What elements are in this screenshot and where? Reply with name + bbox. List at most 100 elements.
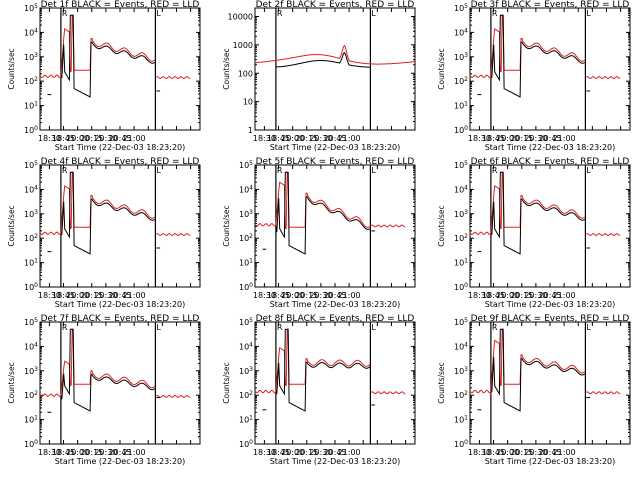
y-tick-label: 105 bbox=[239, 160, 253, 170]
x-tick-label: 20:30 bbox=[94, 134, 117, 143]
x-tick-label: 20:45 bbox=[323, 291, 346, 300]
x-tick-label: 20:00 bbox=[496, 291, 519, 300]
x-tick-label: 21:00 bbox=[553, 134, 576, 143]
y-tick-label: 104 bbox=[24, 184, 38, 194]
gap-marker-label: R bbox=[62, 9, 68, 18]
y-tick-label: 103 bbox=[24, 366, 38, 376]
x-tick-label: 20:30 bbox=[309, 134, 332, 143]
y-tick-label: 100 bbox=[454, 125, 468, 135]
events-series-line bbox=[61, 171, 156, 255]
x-tick-label: 20:30 bbox=[309, 448, 332, 457]
x-tick-label: 20:00 bbox=[66, 134, 89, 143]
x-tick-label: 21:00 bbox=[123, 134, 146, 143]
panel-title: Det 7f BLACK = Events, RED = LLD bbox=[41, 314, 200, 324]
gap-marker-label: L bbox=[586, 323, 591, 332]
y-axis-label: Counts/sec bbox=[7, 48, 16, 89]
y-axis-label: Counts/sec bbox=[437, 48, 446, 89]
x-tick-label: 18:30 bbox=[468, 448, 491, 457]
gap-marker-label: L bbox=[371, 166, 376, 175]
y-tick-label: 104 bbox=[24, 341, 38, 351]
x-axis-label: Start Time (22-Dec-03 18:23:20) bbox=[485, 300, 616, 309]
x-tick-label: 21:00 bbox=[338, 448, 361, 457]
y-tick-label: 100 bbox=[239, 282, 253, 292]
x-tick-label: 18:30 bbox=[468, 291, 491, 300]
plot-frame bbox=[469, 321, 631, 445]
y-tick-label: 102 bbox=[454, 390, 468, 400]
x-tick-label: 18:45 bbox=[267, 291, 290, 300]
y-tick-label: 101 bbox=[239, 415, 253, 425]
gap-marker-label: R bbox=[277, 9, 283, 18]
panel-title: Det 6f BLACK = Events, RED = LLD bbox=[471, 157, 630, 167]
y-tick-label: 100 bbox=[24, 439, 38, 449]
y-axis-label: Counts/sec bbox=[437, 205, 446, 246]
y-tick-label: 101 bbox=[454, 415, 468, 425]
x-tick-label: 18:45 bbox=[52, 291, 75, 300]
x-tick-label: 20:00 bbox=[281, 448, 304, 457]
events-series-line bbox=[491, 14, 586, 98]
x-tick-label: 21:00 bbox=[123, 291, 146, 300]
y-tick-label: 104 bbox=[454, 341, 468, 351]
x-tick-label: 20:15 bbox=[510, 291, 533, 300]
gap-marker-label: L bbox=[156, 9, 161, 18]
gap-marker-label: L bbox=[156, 323, 161, 332]
x-tick-label: 20:30 bbox=[309, 291, 332, 300]
x-tick-label: 18:45 bbox=[482, 448, 505, 457]
lld-series-line-post bbox=[586, 233, 621, 237]
lld-series-line-post bbox=[156, 233, 191, 237]
x-tick-label: 20:00 bbox=[281, 291, 304, 300]
x-axis-label: Start Time (22-Dec-03 18:23:20) bbox=[270, 457, 401, 466]
x-tick-label: 20:15 bbox=[295, 291, 318, 300]
y-tick-label: 105 bbox=[24, 317, 38, 327]
y-tick-label: 100 bbox=[454, 282, 468, 292]
y-tick-label: 101 bbox=[454, 101, 468, 111]
y-tick-label: 102 bbox=[24, 76, 38, 86]
x-tick-label: 20:00 bbox=[281, 134, 304, 143]
x-tick-label: 18:45 bbox=[267, 448, 290, 457]
y-tick-label: 103 bbox=[454, 366, 468, 376]
events-series-line bbox=[491, 171, 586, 255]
x-tick-label: 20:00 bbox=[496, 448, 519, 457]
y-tick-label: 105 bbox=[454, 3, 468, 13]
x-tick-label: 20:45 bbox=[323, 134, 346, 143]
x-tick-label: 18:45 bbox=[52, 448, 75, 457]
events-series-line bbox=[491, 328, 586, 412]
panel-det-8: Det 8f BLACK = Events, RED = LLD 100 101 10… bbox=[222, 314, 416, 466]
y-tick-label: 102 bbox=[454, 233, 468, 243]
lld-series-line bbox=[39, 171, 156, 236]
x-tick-label: 21:00 bbox=[123, 448, 146, 457]
y-axis-label: Counts/sec bbox=[222, 48, 231, 89]
x-tick-label: 21:00 bbox=[338, 134, 361, 143]
lld-series-line bbox=[469, 171, 586, 236]
y-tick-label: 102 bbox=[454, 76, 468, 86]
x-tick-label: 18:30 bbox=[253, 291, 276, 300]
x-tick-label: 18:30 bbox=[468, 134, 491, 143]
gap-marker-label: L bbox=[586, 9, 591, 18]
panel-title: Det 9f BLACK = Events, RED = LLD bbox=[471, 314, 630, 324]
x-tick-label: 21:00 bbox=[553, 448, 576, 457]
panel-det-9: Det 9f BLACK = Events, RED = LLD 100 101 10… bbox=[437, 314, 631, 466]
gap-marker-label: R bbox=[62, 323, 68, 332]
y-tick-label: 1 bbox=[248, 126, 253, 135]
x-axis-label: Start Time (22-Dec-03 18:23:20) bbox=[270, 300, 401, 309]
panel-title: Det 1f BLACK = Events, RED = LLD bbox=[41, 0, 200, 10]
x-axis-label: Start Time (22-Dec-03 18:23:20) bbox=[485, 143, 616, 152]
y-axis-label: Counts/sec bbox=[7, 362, 16, 403]
y-axis-label: Counts/sec bbox=[222, 205, 231, 246]
panel-det-6: Det 6f BLACK = Events, RED = LLD 100 101 10… bbox=[437, 157, 631, 309]
y-tick-label: 103 bbox=[454, 209, 468, 219]
y-tick-label: 103 bbox=[239, 366, 253, 376]
y-tick-label: 10 bbox=[243, 98, 253, 107]
x-tick-label: 20:30 bbox=[524, 448, 547, 457]
plot-frame bbox=[469, 164, 631, 288]
gap-marker-label: R bbox=[492, 9, 498, 18]
panel-title: Det 8f BLACK = Events, RED = LLD bbox=[256, 314, 415, 324]
x-tick-label: 20:45 bbox=[538, 134, 561, 143]
x-tick-label: 20:15 bbox=[295, 134, 318, 143]
gap-marker-label: R bbox=[492, 166, 498, 175]
y-tick-label: 105 bbox=[24, 160, 38, 170]
panel-det-4: Det 4f BLACK = Events, RED = LLD 100 101 10… bbox=[7, 157, 201, 309]
lld-series-line-post bbox=[586, 76, 621, 80]
events-series-line bbox=[275, 51, 371, 68]
y-tick-label: 100 bbox=[24, 282, 38, 292]
